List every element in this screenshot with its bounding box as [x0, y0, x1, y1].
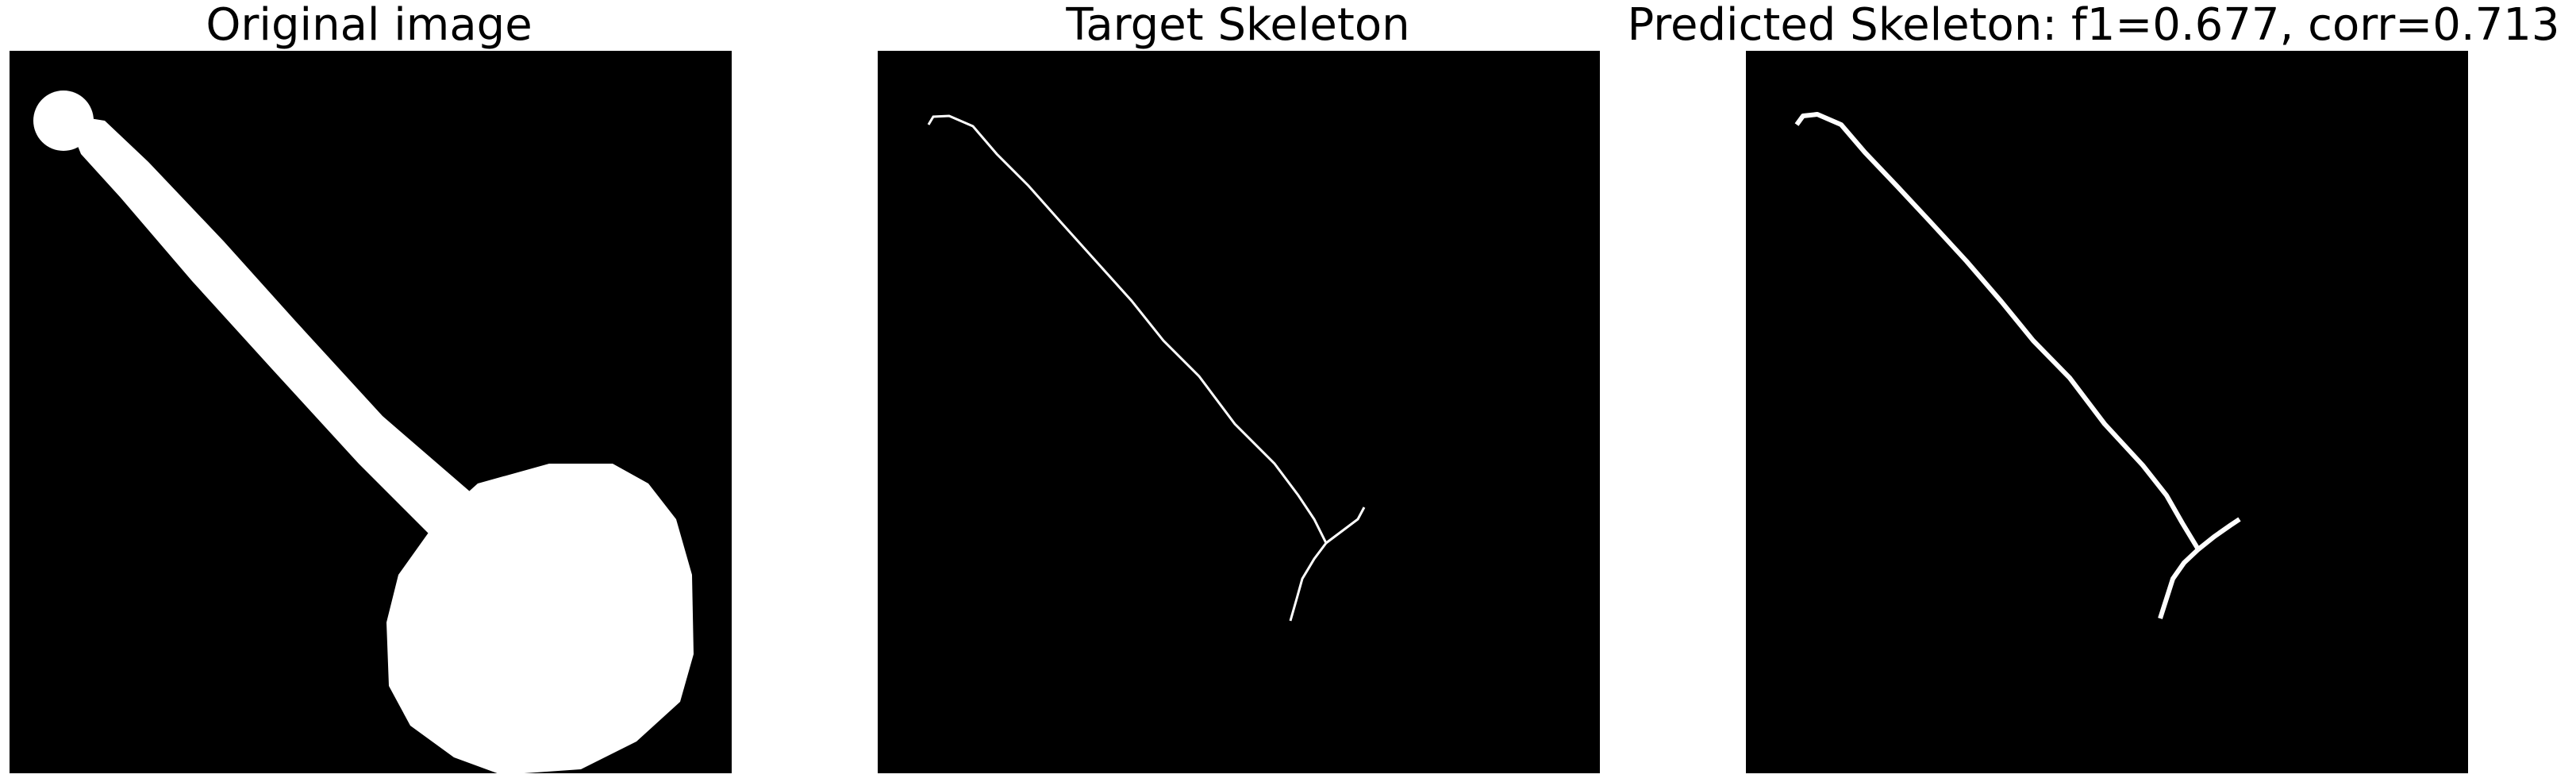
target-skeleton-panel: [878, 51, 1600, 773]
predicted-skeleton-panel: [1746, 51, 2468, 773]
background: [878, 51, 1600, 773]
target-skeleton-main-branch: [927, 114, 1328, 544]
target-skeleton-canvas: [878, 51, 1600, 773]
target-skeleton-title: Target Skeleton: [1066, 0, 1410, 51]
predicted-skeleton-right-branch: [2197, 517, 2241, 552]
target-skeleton-right-branch: [1325, 507, 1366, 545]
mask-handle: [65, 114, 470, 543]
background: [1746, 51, 2468, 773]
target-skeleton-down-branch: [1289, 542, 1328, 622]
mask-handle-tip: [33, 91, 94, 151]
original-image-canvas: [10, 51, 732, 773]
predicted-skeleton-title: Predicted Skeleton: f1=0.677, corr=0.713: [1627, 0, 2560, 51]
original-image-panel: [10, 51, 732, 773]
predicted-skeleton-canvas: [1746, 51, 2468, 773]
original-image-title: Original image: [206, 0, 533, 51]
mask-bowl: [386, 464, 694, 773]
predicted-skeleton-main-branch: [1794, 112, 2201, 551]
predicted-skeleton-down-branch: [2158, 547, 2201, 619]
